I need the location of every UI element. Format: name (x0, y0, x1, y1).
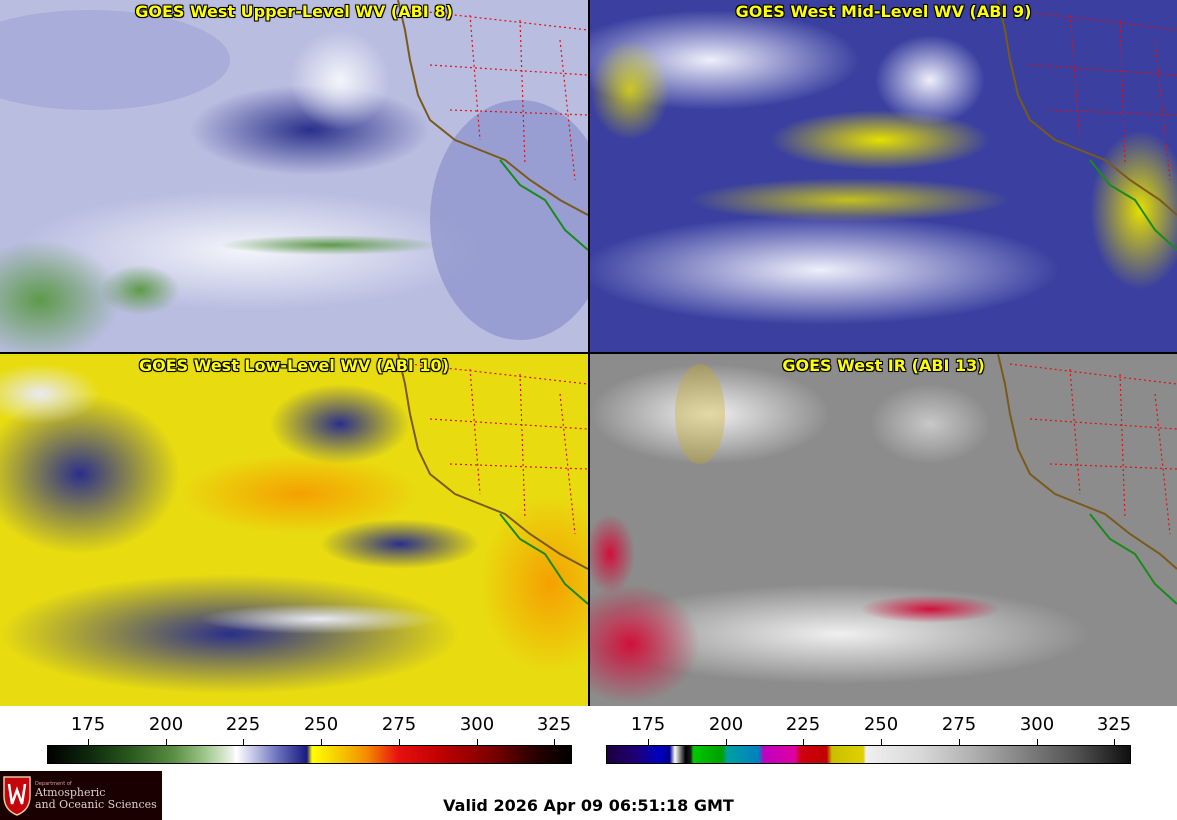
wv-colorbar (47, 745, 572, 764)
panel-title: GOES West Low-Level WV (ABI 10) (138, 356, 449, 375)
tick-label: 275 (941, 714, 977, 735)
tick (648, 739, 649, 745)
aos-logo[interactable]: Department of Atmospheric and Oceanic Sc… (0, 771, 162, 820)
tick (881, 739, 882, 745)
tick (321, 739, 322, 745)
tick (166, 739, 167, 745)
tick-label: 300 (1019, 714, 1055, 735)
tick-label: 300 (459, 714, 495, 735)
tick (726, 739, 727, 745)
panel-title: GOES West Mid-Level WV (ABI 9) (735, 2, 1032, 21)
tick (1037, 739, 1038, 745)
tick-label: 325 (1096, 714, 1132, 735)
tick (554, 739, 555, 745)
tick-label: 250 (303, 714, 339, 735)
tick (803, 739, 804, 745)
mid-level-wv-image (590, 0, 1177, 352)
tick-label: 175 (630, 714, 666, 735)
tick (399, 739, 400, 745)
ir-image (590, 354, 1177, 706)
panel-upper-level-wv: GOES West Upper-Level WV (ABI 8) (0, 0, 588, 352)
tick-label: 225 (785, 714, 821, 735)
tick-label: 250 (863, 714, 899, 735)
tick-label: 200 (708, 714, 744, 735)
panel-mid-level-wv: GOES West Mid-Level WV (ABI 9) (590, 0, 1177, 352)
tick (88, 739, 89, 745)
low-level-wv-image (0, 354, 588, 706)
uw-crest-icon (3, 776, 31, 816)
panel-divider-horizontal (0, 352, 1177, 354)
ir-colorbar (606, 745, 1131, 764)
tick (243, 739, 244, 745)
upper-level-wv-image (0, 0, 588, 352)
tick (1114, 739, 1115, 745)
tick-label: 200 (148, 714, 184, 735)
logo-department-label: Department of (35, 781, 72, 787)
tick (959, 739, 960, 745)
panel-title: GOES West Upper-Level WV (ABI 8) (135, 2, 453, 21)
logo-name: Atmospheric and Oceanic Sciences (35, 787, 157, 811)
valid-time-label: Valid 2026 Apr 09 06:51:18 GMT (443, 796, 734, 815)
tick-label: 275 (381, 714, 417, 735)
tick (477, 739, 478, 745)
panel-title: GOES West IR (ABI 13) (782, 356, 985, 375)
tick-label: 175 (70, 714, 106, 735)
tick-label: 325 (536, 714, 572, 735)
panel-ir: GOES West IR (ABI 13) (590, 354, 1177, 706)
logo-line-atmospheric: Atmospheric (35, 786, 106, 799)
logo-line-oceanic: and Oceanic Sciences (35, 798, 157, 811)
panel-low-level-wv: GOES West Low-Level WV (ABI 10) (0, 354, 588, 706)
tick-label: 225 (225, 714, 261, 735)
